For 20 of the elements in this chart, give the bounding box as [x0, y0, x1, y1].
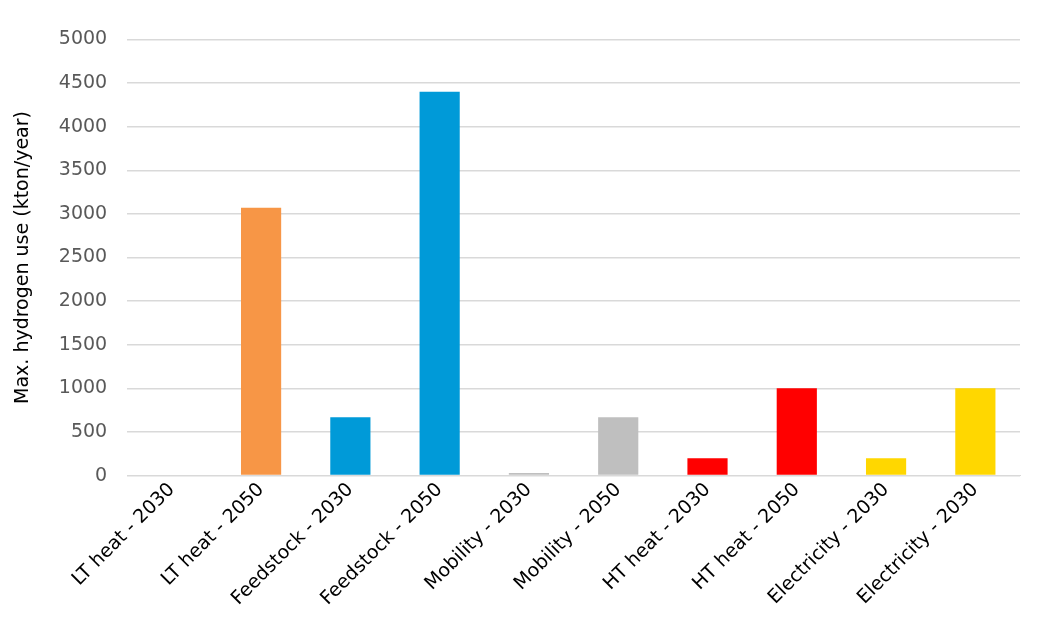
- y-tick-label: 3000: [58, 200, 108, 223]
- y-tick-label: 0: [95, 462, 108, 485]
- y-tick-label: 5000: [58, 26, 108, 49]
- bar: [687, 458, 728, 475]
- y-tick-label: 3500: [58, 157, 108, 180]
- bar: [598, 417, 639, 475]
- y-tick-label: 4500: [58, 69, 108, 92]
- y-tick-label: 2000: [58, 288, 108, 311]
- bar: [955, 388, 996, 475]
- y-axis-title: Max. hydrogen use (kton/year): [10, 111, 33, 404]
- y-tick-label: 1500: [58, 331, 108, 354]
- y-tick-label: 1000: [58, 375, 108, 398]
- y-tick-label: 2500: [58, 244, 108, 267]
- y-tick-label: 500: [70, 418, 108, 441]
- bar: [419, 91, 460, 475]
- bar: [240, 207, 282, 475]
- bar: [330, 417, 371, 475]
- bar: [776, 388, 817, 475]
- bar: [865, 458, 907, 475]
- y-tick-label: 4000: [58, 113, 108, 136]
